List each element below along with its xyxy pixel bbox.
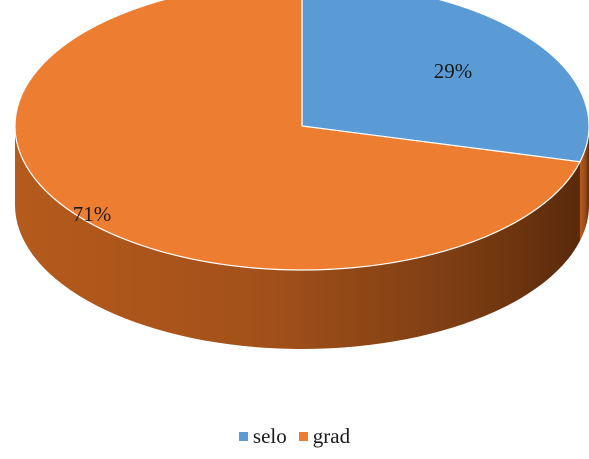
pie-side-selo: [579, 126, 589, 241]
pie-slice-grad: [14, 0, 581, 271]
legend-label-selo: selo: [252, 424, 287, 448]
pie-side-grad: [15, 126, 580, 349]
legend-swatch-selo: [238, 432, 248, 441]
legend-item-selo: selo: [238, 424, 287, 449]
legend-item-grad: grad: [298, 424, 351, 449]
chart-legend: selo grad: [0, 424, 589, 449]
data-label-grad: 71%: [73, 202, 112, 226]
pie-data-labels: 29% 71%: [73, 59, 473, 226]
legend-swatch-grad: [298, 432, 308, 441]
data-label-selo: 29%: [434, 59, 473, 83]
pie-side-wall: [15, 126, 589, 349]
pie-top-face: [14, 0, 589, 271]
legend-label-grad: grad: [312, 424, 351, 448]
